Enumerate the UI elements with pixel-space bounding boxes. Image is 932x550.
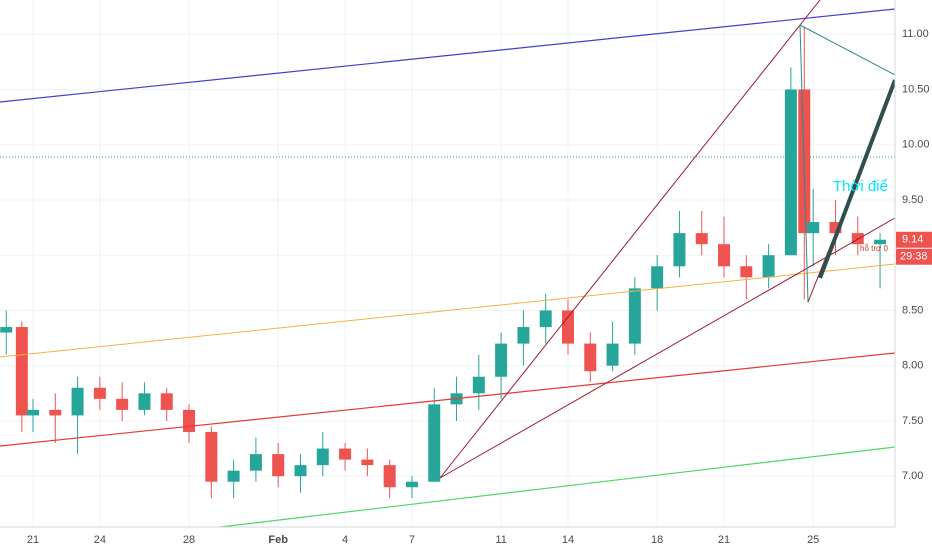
annotation: Thời điể [833, 178, 888, 195]
y-tick-label: 7.50 [902, 415, 923, 427]
candle-body [606, 343, 619, 366]
candle-body [695, 233, 708, 245]
last-price-label: 9.14 [902, 234, 923, 246]
candle-body [495, 343, 508, 377]
x-tick-label: Feb [268, 534, 288, 546]
candle-body [874, 239, 887, 245]
x-tick-label: 4 [342, 534, 348, 546]
candle-body [316, 448, 329, 466]
trend-line [0, 8, 896, 103]
candle-body [0, 327, 13, 333]
candle-body [93, 387, 106, 399]
x-tick-label: 24 [94, 534, 106, 546]
x-tick-label: 21 [718, 534, 730, 546]
candle-body [740, 266, 753, 278]
annotation: hỗ trợ 0 [860, 244, 888, 253]
candle-body [26, 409, 39, 416]
candle-body [405, 481, 418, 488]
candle-body [807, 222, 820, 234]
candle-body [49, 409, 62, 416]
pattern-line [799, 24, 896, 303]
candle-body [851, 233, 864, 245]
countdown-label: 29:38 [900, 251, 928, 263]
candle-body [651, 266, 664, 289]
candle-body [472, 376, 485, 394]
x-tick-label: 25 [807, 534, 819, 546]
y-tick-label: 7.00 [902, 470, 923, 482]
candle-body [272, 454, 285, 477]
y-tick-label: 10.50 [902, 83, 930, 95]
trend-line [219, 446, 896, 528]
candle-body [718, 244, 731, 267]
y-tick-label: 8.00 [902, 360, 923, 372]
last-price-box [896, 231, 932, 248]
candle-body [339, 448, 352, 460]
y-tick-label: 8.50 [902, 304, 923, 316]
x-tick-label: 7 [409, 534, 415, 546]
candle-body [517, 327, 530, 344]
y-tick-label: 11.00 [902, 28, 929, 40]
candle-body [116, 398, 129, 410]
candle-body [294, 465, 307, 477]
trend-line [0, 352, 896, 447]
candle-body [784, 89, 797, 256]
axis-panel [895, 0, 932, 550]
trend-line [439, 0, 821, 479]
candle-body [584, 343, 597, 372]
candle-body [71, 387, 84, 416]
countdown-box [896, 248, 932, 265]
candle-body [138, 393, 151, 410]
x-tick-label: 14 [562, 534, 574, 546]
y-tick-label: 9.50 [902, 194, 923, 206]
candle-body [160, 393, 173, 410]
trend-line [0, 263, 896, 358]
x-tick-label: 21 [27, 534, 39, 546]
candle-body [673, 233, 686, 267]
candles [0, 26, 887, 499]
arrow-line [818, 79, 897, 279]
candle-body [628, 288, 641, 344]
grid [0, 0, 895, 527]
candle-body [361, 459, 374, 466]
candle-body [15, 327, 28, 416]
x-tick-label: 18 [651, 534, 663, 546]
candle-body [249, 454, 262, 471]
candle-body [183, 409, 196, 432]
x-tick-label: 28 [183, 534, 195, 546]
candle-body [762, 255, 775, 278]
axes: 7.007.508.008.509.009.5010.0010.5011.002… [27, 28, 932, 546]
candle-body [829, 222, 842, 234]
y-tick-label: 10.00 [902, 139, 930, 151]
candle-body [227, 470, 240, 482]
candle-body [205, 431, 218, 482]
trend-line [439, 217, 896, 479]
drawings [0, 0, 897, 528]
candle-body [428, 404, 441, 482]
candle-body [539, 310, 552, 328]
candle-body [383, 465, 396, 488]
x-tick-label: 11 [495, 534, 506, 546]
candle-body [561, 310, 574, 344]
